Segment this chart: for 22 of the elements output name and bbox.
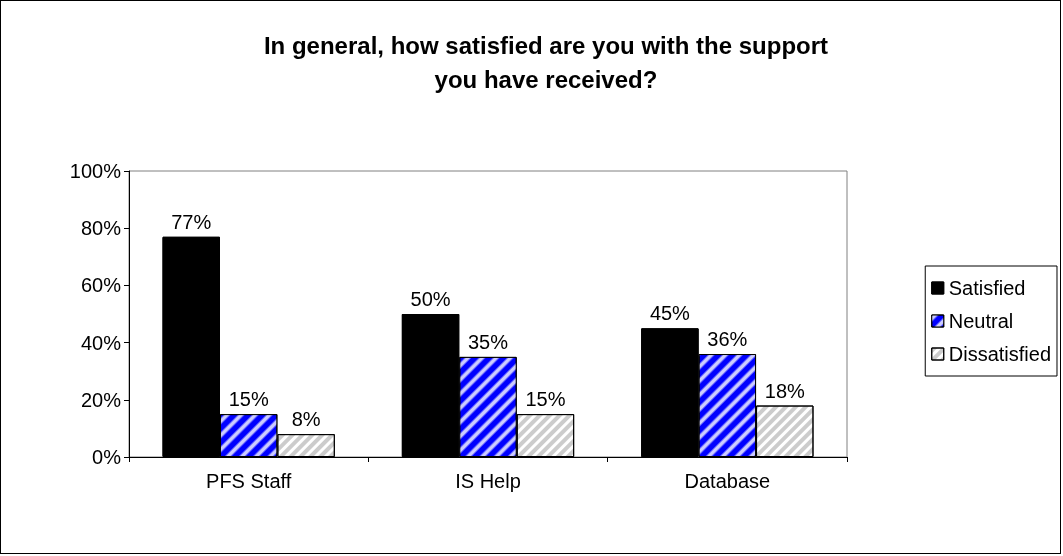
x-tick-label: Database [684, 470, 771, 492]
y-tick-label: 0% [92, 446, 122, 468]
data-label: 18% [764, 379, 805, 402]
legend-label: Satisfied [948, 277, 1026, 299]
legend-label: Neutral [948, 310, 1014, 332]
data-label: 8% [291, 408, 321, 431]
data-label: 35% [467, 330, 509, 353]
data-label: 45% [649, 302, 691, 325]
y-tick-label: 100% [69, 160, 122, 182]
data-label: 77% [171, 210, 212, 233]
legend-label: Dissatisfied [948, 343, 1052, 365]
y-tick-label: 80% [80, 217, 122, 240]
data-label: 50% [410, 288, 451, 310]
data-label: 36% [707, 328, 748, 351]
y-tick-label: 20% [80, 388, 122, 411]
x-tick-label: PFS Staff [206, 470, 292, 492]
data-label: 15% [525, 388, 566, 411]
y-tick-label: 60% [80, 274, 122, 297]
data-label: 15% [228, 388, 269, 411]
x-tick-label: IS Help [455, 470, 521, 492]
chart-title: In general, how satisfied are you with the support you have received? [263, 31, 829, 93]
y-tick-label: 40% [80, 331, 122, 354]
